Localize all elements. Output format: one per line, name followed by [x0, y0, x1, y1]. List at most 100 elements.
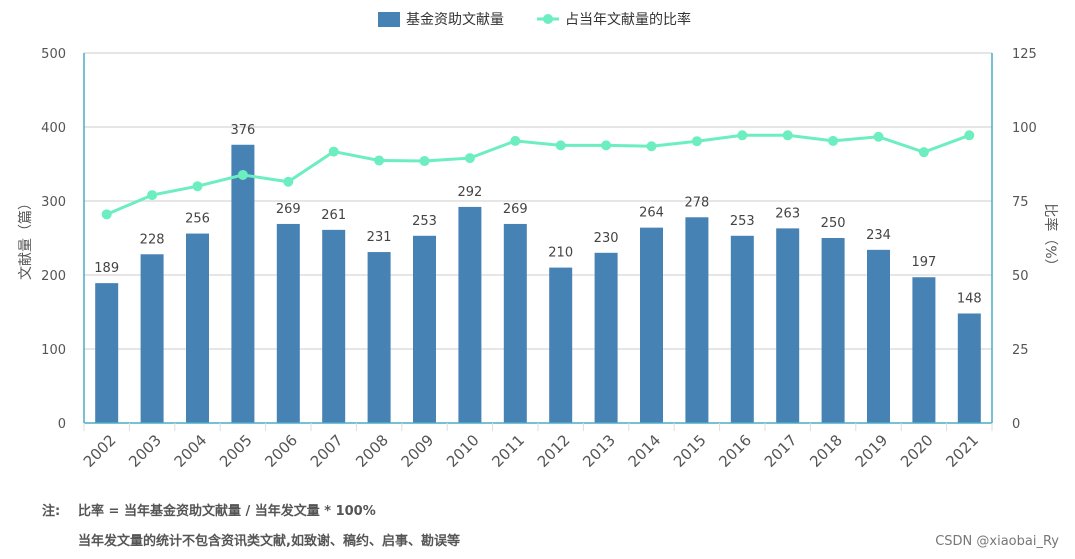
ratio-point	[691, 136, 702, 147]
x-tick-label: 2018	[806, 431, 846, 471]
bar-value-label: 292	[457, 185, 482, 200]
x-tick-label: 2012	[534, 431, 574, 471]
ratio-point	[464, 153, 475, 164]
ratio-point	[782, 130, 793, 141]
bar-value-label: 376	[230, 123, 255, 138]
bar	[640, 227, 663, 423]
combo-chart: 189 228 256 376 269 261 231 253 292 269 210 230 264 2…	[18, 11, 1059, 471]
left-tick-label: 0	[58, 417, 66, 432]
left-axis-title: 文献量（篇）	[18, 196, 34, 280]
x-tick-label: 2002	[80, 431, 120, 471]
bar	[912, 277, 936, 423]
note-line-2: 当年发文量的统计不包含资讯类文献,如致谢、稿约、启事、勘误等	[78, 534, 460, 549]
bar	[503, 223, 527, 423]
x-tick-label: 2008	[352, 431, 392, 471]
x-tick-label: 2005	[216, 431, 256, 471]
x-tick-label: 2020	[897, 431, 937, 471]
ratio-point	[283, 176, 294, 187]
bar	[367, 252, 391, 423]
bar-value-label: 264	[639, 206, 664, 221]
bar-value-label: 210	[548, 246, 573, 261]
x-tick-label: 2013	[579, 431, 619, 471]
legend-line-marker	[543, 14, 553, 24]
bar-value-label: 231	[367, 230, 392, 245]
watermark: CSDN @xiaobai_Ry	[935, 534, 1059, 549]
legend[interactable]: 基金资助文献量 占当年文献量的比率	[378, 11, 691, 28]
left-tick-label: 400	[41, 121, 66, 136]
axes: 0 100 200 300 400 500 0 25 50 75 100 125 文献量（篇） 比率（%）…	[18, 47, 1059, 471]
ratio-point	[101, 209, 112, 220]
x-tick-label: 2009	[398, 431, 438, 471]
bar-value-label: 228	[140, 232, 165, 247]
bar-value-label: 263	[775, 206, 800, 221]
ratio-point	[419, 156, 430, 167]
bar	[867, 249, 890, 423]
bar-value-label: 253	[412, 214, 437, 229]
bar-value-label: 256	[185, 212, 210, 227]
bar	[730, 235, 754, 423]
right-tick-label: 50	[1012, 269, 1029, 284]
bar	[140, 254, 164, 423]
ratio-point	[192, 181, 203, 192]
bar	[594, 252, 618, 423]
ratio-point	[237, 169, 248, 180]
x-tick-label: 2016	[715, 431, 755, 471]
x-tick-label: 2017	[761, 431, 801, 471]
right-tick-label: 100	[1012, 121, 1037, 136]
bar	[95, 283, 119, 423]
ratio-point	[828, 135, 839, 146]
bar-value-label: 230	[594, 231, 619, 246]
legend-line-label: 占当年文献量的比率	[565, 11, 691, 28]
ratio-point	[555, 140, 566, 151]
bar	[276, 223, 300, 423]
bar	[957, 313, 981, 423]
ratio-point	[147, 190, 158, 201]
bar-value-label: 197	[911, 255, 936, 270]
bar-value-label: 253	[730, 214, 755, 229]
bar	[458, 206, 482, 423]
ratio-point	[510, 135, 521, 146]
left-tick-label: 300	[41, 195, 66, 210]
bar-value-label: 148	[957, 291, 982, 306]
left-tick-label: 500	[41, 47, 66, 62]
x-tick-label: 2004	[171, 431, 211, 471]
legend-bar-label: 基金资助文献量	[406, 11, 504, 28]
right-tick-label: 0	[1012, 417, 1020, 432]
ratio-point	[918, 147, 929, 158]
bar-data-labels: 189 228 256 376 269 261 231 253 292 269 210 230 264 2…	[94, 123, 981, 307]
note-prefix: 注:	[42, 504, 61, 519]
note-line-1: 比率 = 当年基金资助文献量 / 当年发文量 * 100%	[78, 504, 376, 519]
ratio-point	[646, 141, 657, 152]
legend-bar-swatch	[378, 12, 400, 27]
bar	[549, 267, 573, 423]
x-tick-label: 2019	[852, 431, 892, 471]
bar-value-label: 250	[821, 216, 846, 231]
bar-value-label: 189	[94, 261, 119, 276]
bar-value-label: 234	[866, 228, 891, 243]
x-tick-label: 2011	[488, 431, 528, 471]
x-tick-label: 2014	[625, 431, 665, 471]
ratio-line	[106, 133, 970, 216]
bar	[821, 238, 845, 423]
x-tick-label: 2010	[443, 431, 483, 471]
ratio-point	[873, 131, 884, 142]
bar	[231, 144, 255, 423]
x-tick-label: 2015	[670, 431, 710, 471]
x-tick-label: 2007	[307, 431, 347, 471]
bar	[776, 228, 800, 423]
ratio-point	[737, 130, 748, 141]
x-tick-label: 2021	[942, 431, 982, 471]
x-tick-label: 2006	[261, 431, 301, 471]
line-series	[101, 130, 975, 220]
bar	[322, 229, 346, 423]
ratio-point	[328, 146, 339, 157]
right-tick-label: 25	[1012, 343, 1029, 358]
right-tick-label: 75	[1012, 195, 1029, 210]
x-tick-label: 2003	[125, 431, 165, 471]
bar-value-label: 261	[321, 208, 346, 223]
bar-value-label: 278	[684, 195, 709, 210]
right-axis-title: 比率（%）	[1042, 203, 1059, 272]
bar-series	[95, 144, 981, 423]
left-tick-label: 200	[41, 269, 66, 284]
bar	[413, 235, 436, 423]
